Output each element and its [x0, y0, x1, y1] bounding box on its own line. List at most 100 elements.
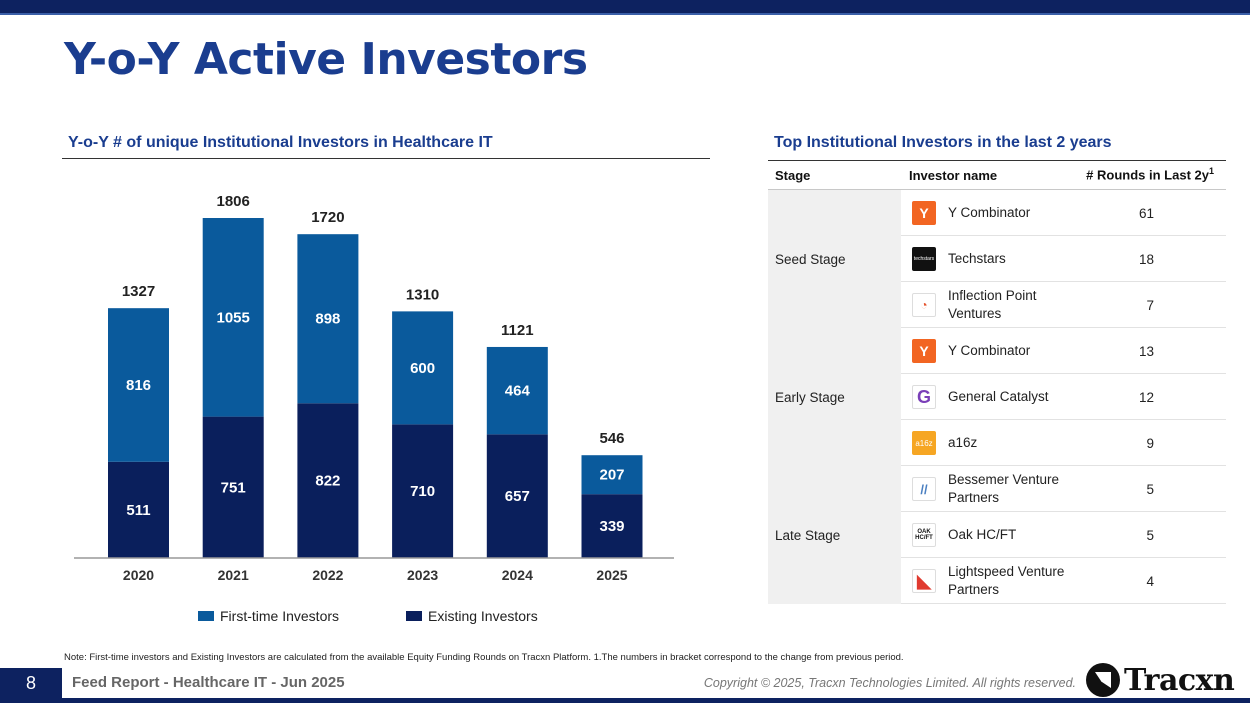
label-existing-2023: 710 — [410, 483, 435, 500]
table-row: // Bessemer Venture Partners 5 — [901, 466, 1226, 512]
chart-section-divider — [62, 158, 710, 159]
footnote: Note: First-time investors and Existing … — [64, 652, 904, 663]
rounds-count: 13 — [1138, 343, 1154, 359]
inflection-point-logo-icon: ◔ — [912, 293, 936, 317]
techstars-logo-icon: techstars — [912, 247, 936, 271]
label-first-time-2025: 207 — [599, 467, 624, 484]
stage-group: Seed Stage Y Y Combinator 61 techstars Techst… — [768, 190, 1226, 328]
table-row: Y Y Combinator 61 — [901, 190, 1226, 236]
investor-name: Bessemer Venture Partners — [948, 472, 1060, 505]
investor-name: Y Combinator — [948, 205, 1031, 220]
investor-name: Inflection Point Ventures — [948, 288, 1037, 321]
stage-group: Early Stage Y Y Combinator 13 G General Catal… — [768, 328, 1226, 466]
header-rounds-footnote: 1 — [1208, 166, 1214, 176]
investor-name: Oak HC/FT — [948, 527, 1017, 542]
legend-label-first-time: First-time Investors — [220, 608, 339, 624]
general-catalyst-logo-icon: G — [912, 385, 936, 409]
table-row: ◔ Inflection Point Ventures 7 — [901, 282, 1226, 328]
label-first-time-2022: 898 — [315, 311, 340, 328]
stage-label: Seed Stage — [768, 190, 901, 328]
label-existing-2025: 339 — [599, 518, 624, 535]
label-total-2020: 1327 — [122, 283, 155, 300]
label-existing-2020: 511 — [126, 502, 150, 519]
x-tick-2022: 2022 — [312, 567, 343, 583]
x-tick-2021: 2021 — [218, 567, 249, 583]
a16z-logo-icon: a16z — [912, 431, 936, 455]
bar-first-time-2021 — [202, 218, 264, 417]
rounds-count: 5 — [1146, 527, 1154, 543]
bar-existing-2022 — [297, 403, 359, 558]
report-name: Feed Report - Healthcare IT - Jun 2025 — [72, 674, 345, 691]
lightspeed-logo-icon: ◣ — [912, 569, 936, 593]
label-first-time-2024: 464 — [505, 383, 531, 400]
bar-first-time-2024 — [486, 346, 548, 435]
stage-rows: Y Y Combinator 61 techstars Techstars 18 ◔ Infl… — [901, 190, 1226, 328]
stage-rows: // Bessemer Venture Partners 5 OAK HC/FT Oak… — [901, 466, 1226, 604]
legend-label-existing: Existing Investors — [428, 608, 538, 624]
header-stage: Stage — [775, 168, 811, 183]
legend-swatch-existing — [406, 611, 422, 621]
table-body: Seed Stage Y Y Combinator 61 techstars Techst… — [768, 190, 1226, 604]
bessemer-logo-icon: // — [912, 477, 936, 501]
label-first-time-2023: 600 — [410, 360, 435, 377]
table-row: Y Y Combinator 13 — [901, 328, 1226, 374]
brand-name: Tracxn — [1124, 662, 1235, 698]
table-row: ◣ Lightspeed Venture Partners 4 — [901, 558, 1226, 604]
rounds-count: 18 — [1138, 251, 1154, 267]
rounds-count: 9 — [1146, 435, 1154, 451]
bar-first-time-2025 — [581, 455, 643, 495]
label-existing-2022: 822 — [315, 473, 340, 490]
bar-first-time-2023 — [392, 311, 454, 425]
legend-swatch-first-time — [198, 611, 214, 621]
investor-name: Lightspeed Venture Partners — [948, 564, 1065, 597]
stage-label: Late Stage — [768, 466, 901, 604]
table-header: Stage Investor name # Rounds in Last 2y1 — [768, 162, 1226, 190]
header-rounds-label: # Rounds in Last 2y — [1086, 167, 1209, 183]
investor-name: Y Combinator — [948, 343, 1031, 358]
x-tick-2025: 2025 — [596, 567, 627, 583]
brand-logo: Tracxn — [1086, 661, 1235, 699]
page-title: Y-o-Y Active Investors — [64, 34, 588, 85]
label-total-2021: 1806 — [217, 193, 250, 210]
footer: 8 Feed Report - Healthcare IT - Jun 2025… — [0, 668, 1090, 698]
table-row: a16z a16z 9 — [901, 420, 1226, 466]
bar-existing-2020 — [108, 461, 169, 558]
table-row: G General Catalyst 12 — [901, 374, 1226, 420]
top-bar — [0, 0, 1250, 15]
oak-hcft-logo-icon: OAK HC/FT — [912, 523, 936, 547]
rounds-count: 12 — [1138, 389, 1154, 405]
label-total-2024: 1121 — [501, 322, 534, 339]
y-combinator-logo-icon: Y — [912, 339, 936, 363]
bar-first-time-2020 — [108, 308, 169, 462]
bottom-bar — [0, 698, 1250, 703]
table-section-title: Top Institutional Investors in the last … — [774, 134, 1112, 151]
x-tick-2020: 2020 — [123, 567, 154, 583]
table-section-divider — [768, 160, 1226, 161]
chart-section-title: Y-o-Y # of unique Institutional Investor… — [68, 134, 493, 151]
label-existing-2021: 751 — [221, 479, 246, 496]
bar-existing-2024 — [486, 434, 548, 558]
label-total-2025: 546 — [599, 430, 624, 447]
investor-name: General Catalyst — [948, 389, 1049, 404]
label-first-time-2021: 1055 — [217, 309, 250, 326]
label-total-2022: 1720 — [311, 209, 344, 226]
bar-first-time-2022 — [297, 234, 359, 404]
stage-label: Early Stage — [768, 328, 901, 466]
rounds-count: 4 — [1146, 573, 1154, 589]
label-first-time-2020: 816 — [126, 377, 151, 394]
top-investors-table: Stage Investor name # Rounds in Last 2y1… — [768, 162, 1226, 604]
x-tick-2023: 2023 — [407, 567, 438, 583]
x-tick-2024: 2024 — [502, 567, 533, 583]
bar-existing-2021 — [202, 416, 264, 558]
label-existing-2024: 657 — [505, 488, 530, 505]
label-total-2023: 1310 — [406, 286, 439, 303]
tracxn-logo-icon — [1086, 663, 1120, 697]
table-row: techstars Techstars 18 — [901, 236, 1226, 282]
y-combinator-logo-icon: Y — [912, 201, 936, 225]
stage-group: Late Stage//Bessemer Venture Partners 5 OA… — [768, 466, 1226, 604]
bar-existing-2023 — [392, 424, 454, 558]
table-row: OAK HC/FT Oak HC/FT 5 — [901, 512, 1226, 558]
rounds-count: 61 — [1138, 205, 1154, 221]
rounds-count: 5 — [1146, 481, 1154, 497]
